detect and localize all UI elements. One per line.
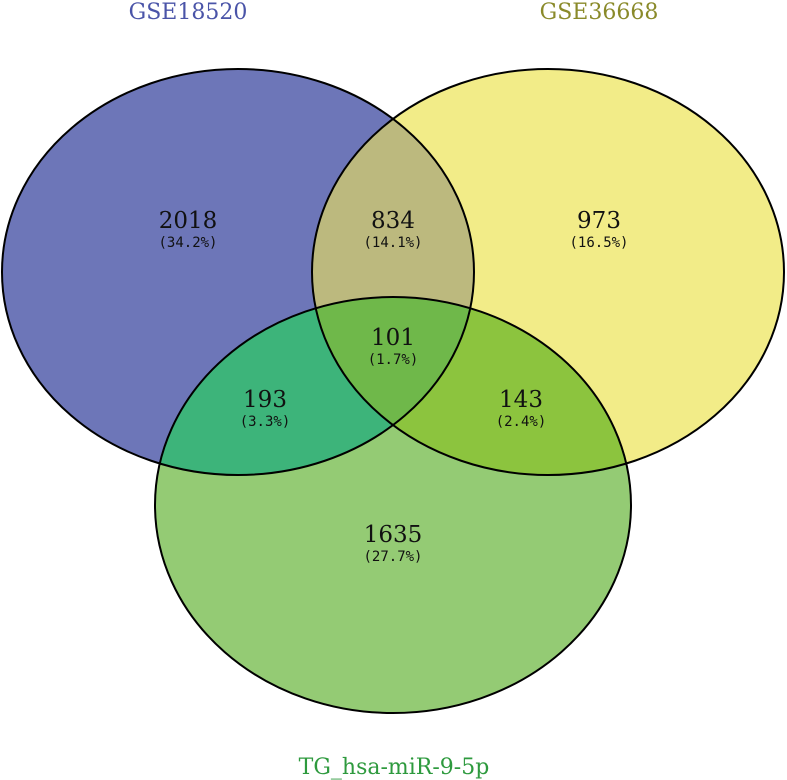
region-a-only-count: 2018: [159, 208, 218, 234]
region-abc-count: 101: [371, 325, 415, 351]
set-a-outline: [1, 68, 475, 476]
set-c-label: TG_hsa-miR-9-5p: [299, 755, 490, 780]
region-ac-percent: (3.3%): [240, 414, 291, 430]
region-b-only-count: 973: [577, 208, 621, 234]
region-c-only-count: 1635: [364, 522, 423, 548]
region-ac: [155, 297, 474, 475]
region-abc-percent: (1.7%): [368, 352, 419, 368]
set-b-label: GSE36668: [540, 0, 659, 25]
region-a-only-percent: (34.2%): [158, 235, 217, 251]
set-b-outline: [311, 68, 785, 476]
region-bc-count: 143: [499, 387, 543, 413]
region-ab-count: 834: [371, 208, 415, 234]
region-b-only-percent: (16.5%): [569, 235, 628, 251]
region-bc: [312, 297, 631, 475]
region-c-only-percent: (27.7%): [363, 549, 422, 565]
set-a-label: GSE18520: [129, 0, 248, 25]
set-c-outline: [154, 296, 632, 714]
region-ab-percent: (14.1%): [363, 235, 422, 251]
region-ac-count: 193: [243, 387, 287, 413]
region-bc-percent: (2.4%): [496, 414, 547, 430]
